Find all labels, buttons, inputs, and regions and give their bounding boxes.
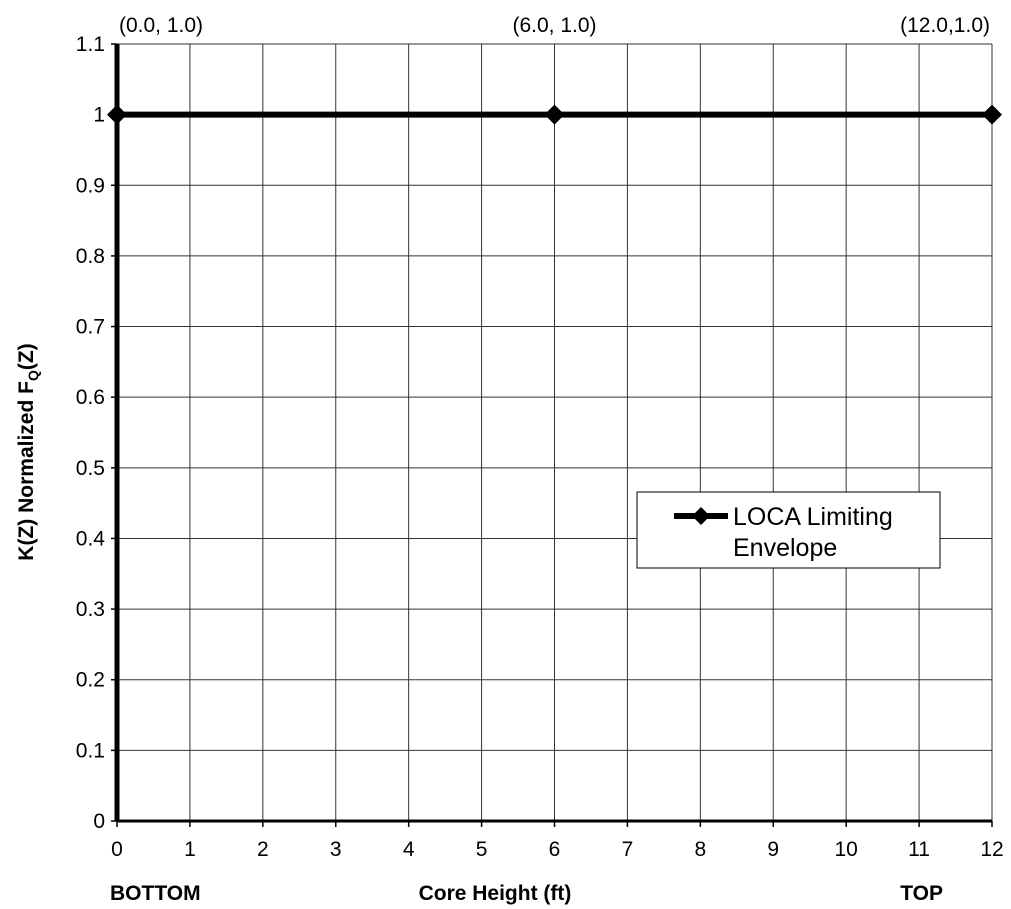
- x-tick-label: 4: [403, 838, 415, 861]
- x-tick-label: 6: [549, 838, 561, 861]
- point-annotation: (0.0, 1.0): [119, 14, 203, 37]
- data-point-marker: [982, 104, 1002, 125]
- y-axis-label: K(Z) Normalized FQ(Z): [15, 343, 41, 560]
- x-tick-label: 12: [980, 838, 1003, 861]
- point-annotation: (6.0, 1.0): [512, 14, 596, 37]
- data-point-marker: [107, 104, 127, 125]
- y-tick-label: 0.7: [76, 316, 105, 339]
- y-tick-label: 1: [93, 104, 105, 127]
- x-axis-ticks: 0 1 2 3 4 5 6 7 8 9 10 11 12: [111, 821, 1004, 861]
- grid: [114, 43, 993, 823]
- y-axis-label-main: K(Z) Normalized F: [15, 381, 38, 561]
- point-annotations: (0.0, 1.0) (6.0, 1.0) (12.0,1.0): [119, 14, 990, 37]
- x-tick-label: 1: [184, 838, 196, 861]
- x-axis-label: Core Height (ft): [419, 882, 572, 905]
- y-tick-label: 0.9: [76, 174, 105, 197]
- y-tick-label: 0.8: [76, 245, 105, 268]
- y-axis-label-tail: (Z): [15, 343, 38, 370]
- data-point-marker: [544, 104, 565, 125]
- series-layer: [107, 104, 1002, 125]
- y-axis-label-subscript: Q: [25, 370, 41, 381]
- legend-diamond-marker: [692, 507, 710, 525]
- x-tick-label: 0: [111, 838, 123, 861]
- legend-text-line-2: Envelope: [733, 534, 837, 562]
- legend: LOCA Limiting Envelope: [636, 491, 941, 569]
- x-axis-right-label: TOP: [900, 882, 943, 905]
- x-tick-label: 5: [476, 838, 488, 861]
- x-tick-label: 10: [834, 838, 857, 861]
- y-axis-ticks: 0 0.1 0.2 0.3 0.4 0.5 0.6 0.7 0.8 0.9 1 1.1: [76, 33, 117, 833]
- x-axis-left-label: BOTTOM: [110, 882, 201, 905]
- y-tick-label: 1.1: [76, 33, 105, 56]
- x-tick-label: 3: [330, 838, 342, 861]
- x-tick-label: 9: [767, 838, 779, 861]
- x-tick-label: 11: [908, 838, 930, 861]
- legend-text-line-1: LOCA Limiting: [733, 503, 893, 531]
- x-tick-label: 2: [257, 838, 269, 861]
- y-tick-label: 0.1: [76, 739, 105, 762]
- y-tick-label: 0.2: [76, 669, 105, 692]
- y-tick-label: 0: [93, 810, 105, 833]
- y-tick-label: 0.4: [76, 527, 106, 550]
- y-tick-label: 0.3: [76, 598, 105, 621]
- y-tick-label: 0.5: [76, 457, 105, 480]
- legend-box: [636, 491, 941, 569]
- y-tick-label: 0.6: [76, 386, 105, 409]
- x-tick-label: 7: [622, 838, 634, 861]
- point-annotation: (12.0,1.0): [900, 14, 990, 37]
- x-tick-label: 8: [694, 838, 706, 861]
